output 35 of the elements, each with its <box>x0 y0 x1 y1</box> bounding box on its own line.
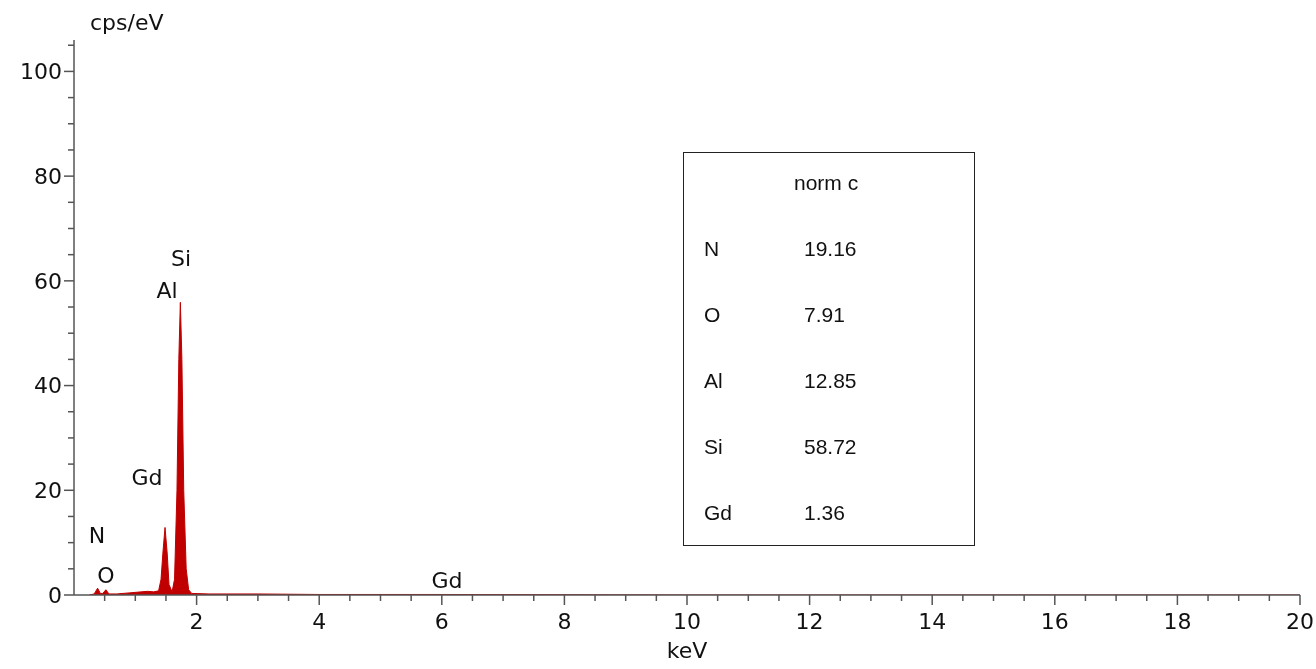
x-tick-label: 6 <box>434 609 449 634</box>
annotation: norm c <box>794 171 859 195</box>
annotation: 1.36 <box>804 501 845 525</box>
y-tick-label: 40 <box>34 373 62 399</box>
annotation: 7.91 <box>804 303 845 327</box>
annotation: 19.16 <box>804 237 857 261</box>
x-tick-label: 2 <box>189 609 204 634</box>
y-tick-label: 80 <box>34 163 62 189</box>
y-tick-label: 20 <box>34 477 62 503</box>
annotation: Gd <box>131 464 163 490</box>
annotation: Al <box>704 369 723 393</box>
annotation: Gd <box>431 567 463 593</box>
annotation: N <box>88 522 106 548</box>
annotation: 12.85 <box>804 369 857 393</box>
x-tick-label: 16 <box>1040 609 1069 634</box>
annotation: Si <box>704 435 723 459</box>
x-tick-label: 14 <box>918 609 947 634</box>
x-tick-label: 4 <box>312 609 327 634</box>
annotation: O <box>704 303 721 327</box>
annotation: O <box>97 562 115 588</box>
annotation: Gd <box>704 501 733 525</box>
y-tick-label: 60 <box>34 268 62 294</box>
x-tick-label: 10 <box>673 609 701 634</box>
y-tick-label: 100 <box>20 59 62 85</box>
x-axis-title: keV <box>665 638 709 663</box>
annotation: N <box>704 237 720 261</box>
annotation: 58.72 <box>804 435 857 459</box>
y-axis-title: cps/eV <box>90 10 164 35</box>
annotation: Al <box>156 277 178 303</box>
annotation: Si <box>170 245 192 271</box>
x-tick-label: 20 <box>1286 609 1314 634</box>
x-tick-label: 12 <box>795 609 824 634</box>
x-tick-label: 8 <box>557 609 572 634</box>
x-tick-label: 18 <box>1163 609 1192 634</box>
y-tick-label: 0 <box>48 582 62 608</box>
